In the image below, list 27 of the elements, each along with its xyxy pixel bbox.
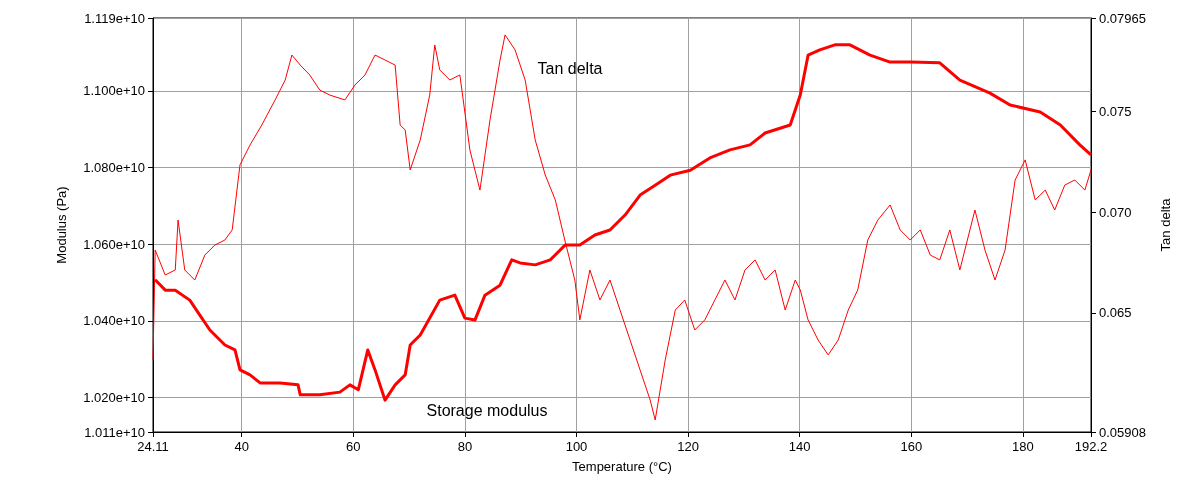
y-tick-label: 1.060e+10 xyxy=(83,236,145,252)
y-tick-label: 1.100e+10 xyxy=(83,83,145,99)
annotation: Tan delta xyxy=(537,59,603,77)
x-tick-label: 60 xyxy=(346,439,361,454)
y-tick-label: 1.040e+10 xyxy=(83,313,145,329)
y2-tick-label: 0.05908 xyxy=(1099,424,1146,440)
x-tick-label: 100 xyxy=(565,439,588,454)
y2-tick-label: 0.075 xyxy=(1099,104,1132,120)
y-tick-label: 1.119e+10 xyxy=(84,10,145,26)
y-axis-title: Modulus (Pa) xyxy=(54,186,69,264)
x-tick-label: 192.2 xyxy=(1074,439,1108,454)
y2-tick-label: 0.065 xyxy=(1099,305,1132,321)
x-tick-label: 24.11 xyxy=(137,439,169,454)
y-tick-label: 1.011e+10 xyxy=(84,424,145,440)
x-tick-label: 140 xyxy=(788,439,811,454)
x-tick-label: 120 xyxy=(677,439,699,454)
y2-tick-label: 0.070 xyxy=(1099,204,1132,220)
annotation: Storage modulus xyxy=(426,401,548,419)
y2-axis-title: Tan delta xyxy=(1158,197,1173,252)
y-tick-label: 1.080e+10 xyxy=(83,160,145,175)
x-tick-label: 180 xyxy=(1012,439,1034,454)
y2-tick-label: 0.07965 xyxy=(1099,10,1146,26)
x-tick-label: 80 xyxy=(457,439,473,454)
x-tick-label: 160 xyxy=(900,439,923,454)
x-tick-label: 40 xyxy=(234,439,249,454)
x-axis-title: Temperature (°C) xyxy=(572,459,672,474)
y-tick-label: 1.020e+10 xyxy=(83,390,145,405)
